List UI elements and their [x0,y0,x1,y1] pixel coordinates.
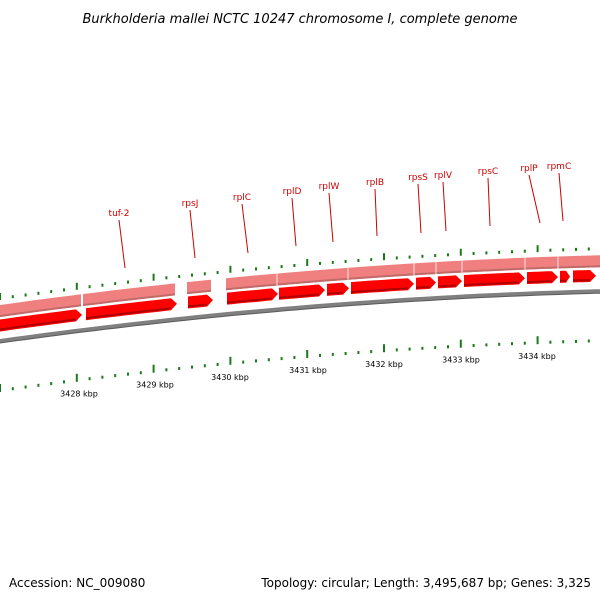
gene-leader-line [528,174,541,224]
gene-leader-line [442,181,447,232]
gene-leader-line [417,183,422,234]
gene-label: rplB [366,178,384,188]
gene-label: rpsC [478,167,498,177]
genome-summary-text: Topology: circular; Length: 3,495,687 bp… [260,576,591,590]
gene-label: rpmC [547,162,571,172]
scale-label: 3433 kbp [442,356,480,365]
gene-label: rplV [434,171,453,181]
gene-band-segment [0,294,81,318]
gene-arrow-shade [187,303,208,308]
gene-labels: tuf-2 rpsJ rplC rplD rplW rplB rpsS rplV rpsC rpl… [109,162,571,269]
scale-label: 3428 kbp [60,390,98,399]
gene-leader-line [118,219,126,269]
scale-label: 3430 kbp [211,373,249,382]
gene-band-shadow [187,289,211,295]
scale-labels: 3428 kbp 3429 kbp 3430 kbp 3431 kbp 3432 kbp… [60,352,556,398]
gene-label: rplD [283,187,302,197]
gene-label: rplP [520,164,538,174]
scale-label: 3429 kbp [136,381,174,390]
accession-text: Accession: NC_009080 [9,576,145,590]
gene-arrow-shade [278,293,320,299]
scale-label: 3434 kbp [518,352,556,361]
gene-arrow-shade [437,284,457,288]
gene-leader-line [374,188,378,237]
gene-arrow-shade [0,318,77,331]
gene-leader-line [241,203,249,254]
gene-band-shadow [83,293,175,306]
gene-arrow-shade [415,285,430,289]
gene-label: rplW [319,182,340,192]
gene-leader-line [291,197,297,247]
backbone-line [0,289,600,344]
gene-band-shadow [0,304,81,318]
gene-band-shadow [226,265,600,291]
gene-band [0,255,600,318]
scale-ticks [0,245,590,392]
map-title: Burkholderia mallei NCTC 10247 chromosom… [82,12,517,27]
gene-arrow-shade [85,307,172,320]
gene-leader-line [487,177,491,227]
gene-arrow-shade [463,281,520,286]
gene-leader-line [558,172,564,222]
gene-arrow-shade [350,287,409,294]
scale-label: 3432 kbp [365,360,403,369]
gene-leader-line [189,209,196,259]
gene-leader-line [328,192,334,243]
gene-arrow-shade [326,291,344,295]
gene-band-segment [83,283,175,306]
gene-label: tuf-2 [109,209,130,219]
gene-arrow-shade [526,280,553,284]
chromosome-backbone [0,289,600,344]
gene-label: rpsJ [182,199,199,209]
gene-label: rplC [233,193,251,203]
scale-label: 3431 kbp [289,366,327,375]
gene-arrow-shade [572,279,590,282]
gene-label: rpsS [408,173,428,183]
backbone-edge [0,292,600,344]
gene-arrows [0,270,596,332]
gene-arrow-shade [226,297,273,304]
